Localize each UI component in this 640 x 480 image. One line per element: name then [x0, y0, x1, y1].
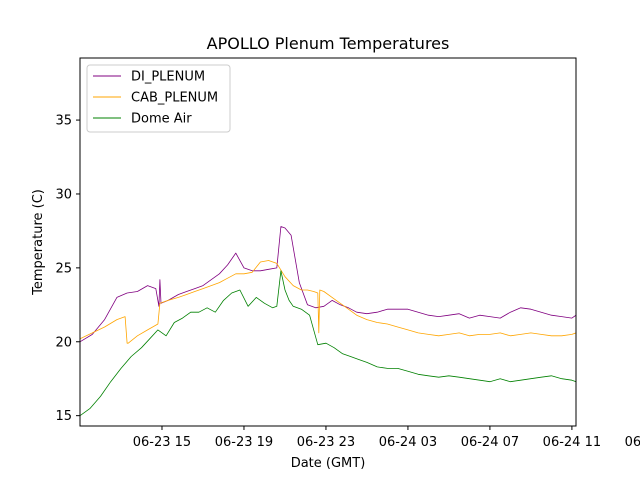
series-layer: [80, 226, 576, 417]
x-axis: 06-23 15 06-23 19 06-23 23 06-24 03 06-24 07…: [133, 426, 640, 450]
y-tick-label-2: 25: [55, 261, 72, 276]
x-tick-label-3: 06-24 03: [379, 435, 437, 450]
x-tick-label-6: 06-24 15: [625, 435, 640, 450]
x-tick-label-4: 06-24 07: [461, 435, 519, 450]
legend-label-0: DI_PLENUM: [131, 70, 205, 85]
legend-label-2: Dome Air: [131, 112, 192, 127]
x-tick-label-5: 06-24 11: [543, 435, 601, 450]
series-line-2: [80, 270, 576, 417]
plot-frame: [79, 57, 577, 427]
y-tick-label-1: 20: [55, 335, 72, 350]
legend: DI_PLENUM CAB_PLENUM Dome Air: [86, 64, 231, 133]
x-axis-label: Date (GMT): [291, 456, 366, 471]
legend-box: [86, 64, 231, 133]
y-tick-label-0: 15: [55, 409, 72, 424]
series-line-1: [80, 260, 576, 344]
y-tick-label-3: 30: [55, 187, 72, 202]
chart-title: APOLLO Plenum Temperatures: [207, 34, 450, 53]
y-axis-label: Temperature (C): [31, 189, 46, 296]
legend-label-1: CAB_PLENUM: [131, 91, 218, 106]
series-line-0: [80, 226, 576, 343]
y-axis: 15 20 25 30 35: [55, 114, 80, 424]
y-tick-label-4: 35: [55, 114, 72, 129]
x-tick-label-0: 06-23 15: [133, 435, 191, 450]
x-tick-label-2: 06-23 23: [297, 435, 355, 450]
x-tick-label-1: 06-23 19: [215, 435, 273, 450]
